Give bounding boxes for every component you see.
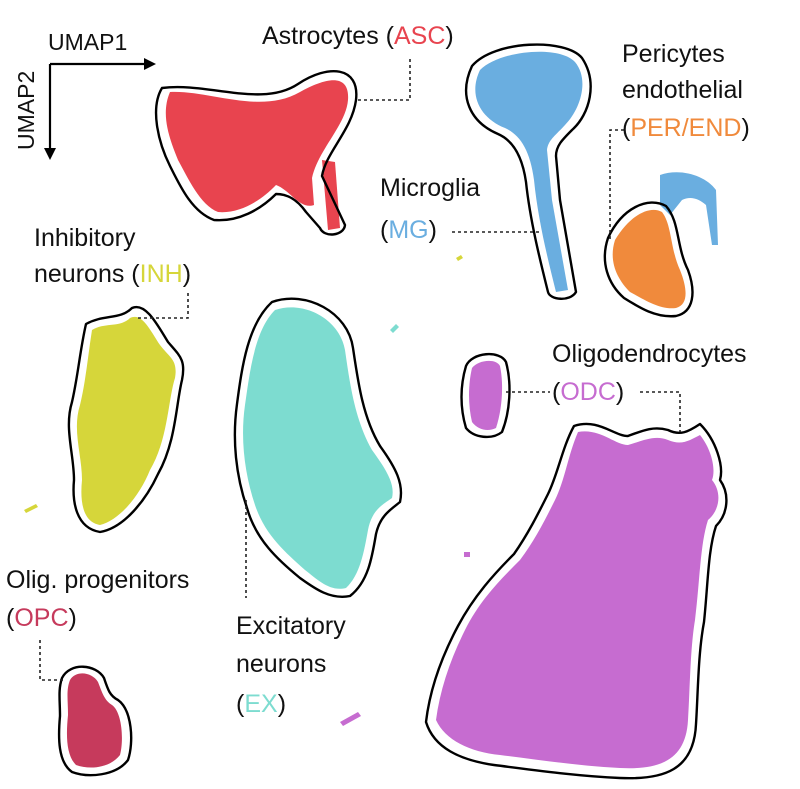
- cluster-inh: [76, 316, 176, 525]
- label-per-line3: (PER/END): [622, 114, 750, 142]
- label-odc-abbr: ODC: [560, 378, 616, 406]
- island-inh: [456, 255, 463, 261]
- y-axis-label: UMAP2: [13, 71, 39, 150]
- label-asc: Astrocytes (ASC): [262, 22, 454, 50]
- label-odc-open: (: [552, 378, 561, 406]
- label-ex-line3: (EX): [236, 690, 286, 718]
- outline-inh: [67, 305, 185, 534]
- island-odc: [340, 712, 361, 726]
- cluster-asc: [165, 80, 349, 213]
- outline-opc: [57, 665, 133, 777]
- label-per-close: ): [741, 114, 749, 142]
- leader-lines: [39, 58, 681, 681]
- label-ex-close: ): [278, 690, 286, 718]
- label-per-line2: endothelial: [622, 76, 743, 104]
- label-asc-close: ): [445, 22, 453, 50]
- cluster-labels: Astrocytes (ASC) Pericytes endothelial (…: [6, 22, 750, 718]
- label-ex-line1: Excitatory: [236, 612, 346, 640]
- leader-per: [609, 129, 624, 240]
- label-per-open: (: [622, 114, 631, 142]
- cluster-fills: [24, 51, 719, 769]
- cluster-per-sprig: [660, 172, 718, 245]
- leader-asc: [358, 58, 411, 101]
- label-opc-close: ): [69, 604, 77, 632]
- label-per-line1: Pericytes: [622, 40, 725, 68]
- label-mg-close: ): [429, 216, 437, 244]
- umap2-arrow-head: [44, 148, 56, 160]
- label-mg-open: (: [380, 216, 389, 244]
- cluster-outlines: [57, 43, 728, 780]
- label-opc-line2: (OPC): [6, 604, 77, 632]
- outline-odc: [424, 422, 728, 780]
- label-asc-abbr: ASC: [394, 22, 445, 50]
- umap1-arrow-head: [144, 58, 156, 70]
- leader-opc: [39, 640, 64, 681]
- label-ex-line2: neurons: [236, 650, 326, 678]
- label-ex-abbr: EX: [244, 690, 278, 718]
- label-opc-open: (: [6, 604, 15, 632]
- x-axis-label: UMAP1: [48, 29, 127, 55]
- leader-inh: [138, 292, 189, 319]
- island-inh2: [24, 504, 38, 513]
- cluster-opc: [66, 673, 122, 768]
- cluster-ex: [243, 307, 393, 589]
- cluster-odc-small: [469, 360, 503, 430]
- label-opc-abbr: OPC: [14, 604, 68, 632]
- cluster-odc: [436, 431, 719, 769]
- label-ex-open: (: [236, 690, 245, 718]
- label-odc-line1: Oligodendrocytes: [552, 340, 747, 368]
- island-ex: [390, 324, 399, 333]
- island-odc2: [464, 552, 470, 557]
- label-per-abbr: PER/END: [630, 114, 741, 142]
- outline-ex: [233, 297, 403, 598]
- label-inh-close: ): [183, 260, 191, 288]
- label-asc-name: Astrocytes (: [262, 22, 395, 50]
- label-opc-line1: Olig. progenitors: [6, 566, 189, 594]
- label-inh-line1: Inhibitory: [34, 224, 136, 252]
- outline-mg: [464, 43, 592, 300]
- axis-arrows: UMAP1 UMAP2: [13, 29, 156, 160]
- label-inh-abbr: INH: [140, 260, 183, 288]
- leader-odc2: [640, 391, 681, 432]
- label-mg-line1: Microglia: [380, 174, 480, 202]
- outline-odc-small: [460, 353, 511, 439]
- outline-asc: [154, 70, 358, 236]
- cluster-mg: [475, 51, 583, 293]
- outline-per: [603, 201, 694, 318]
- label-inh-line2: neurons (INH): [34, 260, 191, 288]
- label-mg-line2: (MG): [380, 216, 437, 244]
- label-odc-line2: (ODC): [552, 378, 624, 406]
- label-odc-close: ): [616, 378, 624, 406]
- label-mg-abbr: MG: [388, 216, 428, 244]
- cluster-per: [612, 209, 686, 309]
- label-inh-name: neurons (: [34, 260, 140, 288]
